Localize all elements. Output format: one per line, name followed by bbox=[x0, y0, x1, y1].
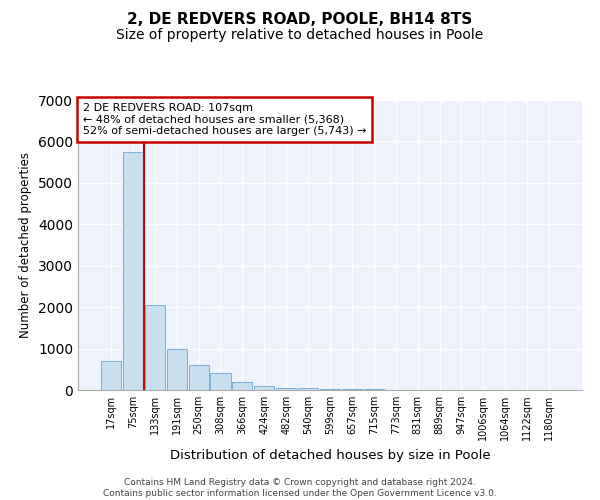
Text: Contains HM Land Registry data © Crown copyright and database right 2024.
Contai: Contains HM Land Registry data © Crown c… bbox=[103, 478, 497, 498]
Y-axis label: Number of detached properties: Number of detached properties bbox=[19, 152, 32, 338]
Text: 2, DE REDVERS ROAD, POOLE, BH14 8TS: 2, DE REDVERS ROAD, POOLE, BH14 8TS bbox=[127, 12, 473, 28]
Bar bbox=[276, 388, 296, 390]
Bar bbox=[254, 386, 274, 390]
Bar bbox=[320, 389, 340, 390]
Bar bbox=[232, 382, 253, 390]
Bar bbox=[123, 152, 143, 390]
X-axis label: Distribution of detached houses by size in Poole: Distribution of detached houses by size … bbox=[170, 448, 490, 462]
Text: 2 DE REDVERS ROAD: 107sqm
← 48% of detached houses are smaller (5,368)
52% of se: 2 DE REDVERS ROAD: 107sqm ← 48% of detac… bbox=[83, 103, 367, 136]
Bar bbox=[101, 361, 121, 390]
Bar bbox=[188, 365, 209, 390]
Bar bbox=[342, 389, 362, 390]
Bar bbox=[145, 305, 165, 390]
Bar bbox=[211, 374, 230, 390]
Bar bbox=[298, 388, 318, 390]
Text: Size of property relative to detached houses in Poole: Size of property relative to detached ho… bbox=[116, 28, 484, 42]
Bar bbox=[167, 348, 187, 390]
